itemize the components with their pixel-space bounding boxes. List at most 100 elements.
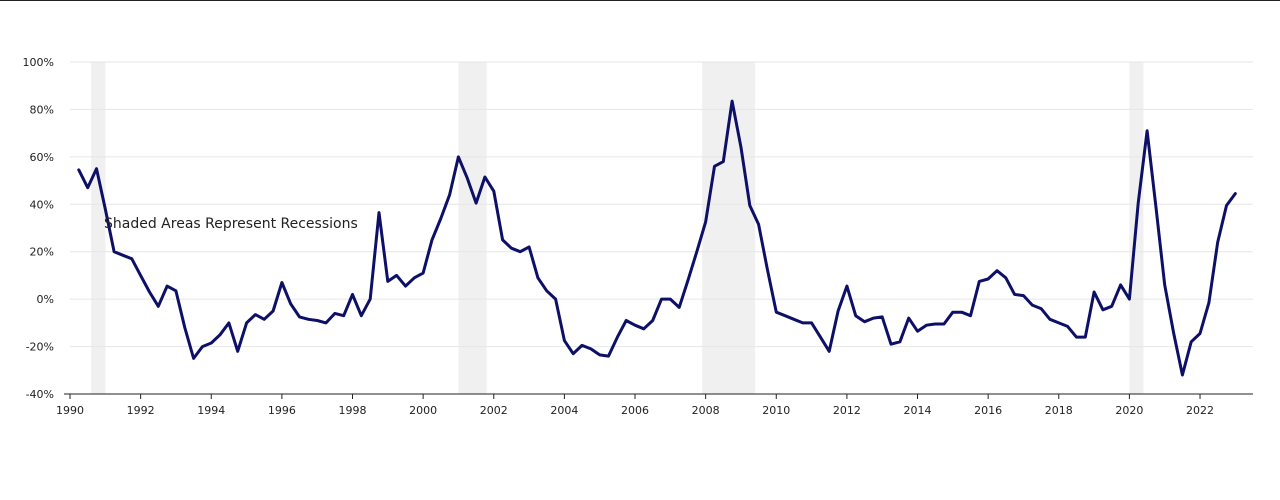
data-point [934,323,937,326]
data-point [545,289,548,292]
data-point [775,311,778,314]
x-tick-label: 2012 [833,404,861,417]
data-point [1031,304,1034,307]
data-point [333,312,336,315]
data-point [1128,298,1131,301]
y-tick-label: -20% [26,341,54,354]
y-tick-label: 0% [37,293,54,306]
data-point [1004,276,1007,279]
data-point [536,276,539,279]
data-point [739,146,742,149]
data-point [1199,332,1202,335]
data-point [748,204,751,207]
data-point [554,298,557,301]
data-point [439,217,442,220]
data-point [201,345,204,348]
data-point [1075,336,1078,339]
data-point [625,319,628,322]
gridlines [70,61,1253,348]
data-point [943,323,946,326]
data-point [501,238,504,241]
data-point [837,310,840,313]
x-tick-label: 1990 [56,404,84,417]
data-point [722,160,725,163]
x-tick-label: 1992 [127,404,155,417]
data-point [978,280,981,283]
data-point [157,305,160,308]
data-point [404,285,407,288]
data-point [422,272,425,275]
data-point [245,321,248,324]
x-tick-label: 2016 [974,404,1002,417]
data-point [413,276,416,279]
data-point [430,238,433,241]
x-tick-label: 2000 [409,404,437,417]
data-point [289,302,292,305]
x-tick-label: 1994 [197,404,225,417]
data-point [854,314,857,317]
data-point [1181,374,1184,377]
data-point [325,321,328,324]
data-point [113,250,116,253]
data-point [386,280,389,283]
annotation-layer: Shaded Areas Represent Recessions [104,216,358,232]
recession-band-2 [458,62,487,394]
data-point [819,336,822,339]
data-point [1048,318,1051,321]
data-point [510,247,513,250]
data-point [475,202,478,205]
data-point [872,317,875,320]
x-tick-label: 2006 [621,404,649,417]
data-point [1234,192,1237,195]
data-point [130,257,133,260]
y-tick-label: 40% [30,198,54,211]
data-point [828,350,831,353]
data-point [563,339,566,342]
data-point [890,343,893,346]
x-tick-label: 1996 [268,404,296,417]
data-point [784,314,787,317]
data-point [298,315,301,318]
data-point [634,324,637,327]
data-point [263,318,266,321]
x-tick-label: 2022 [1186,404,1214,417]
y-tick-label: 100% [23,56,54,69]
data-point [316,319,319,322]
x-tick-label: 2008 [692,404,720,417]
data-point [907,317,910,320]
x-tick-label: 2018 [1045,404,1073,417]
series-layer [77,99,1237,377]
data-point [704,221,707,224]
data-point [572,352,575,355]
data-point [466,177,469,180]
data-point [1013,293,1016,296]
data-point [77,168,80,171]
data-point [951,311,954,314]
top-border [0,0,1280,1]
data-point [360,314,363,317]
data-point [916,330,919,333]
data-point [369,298,372,301]
data-point [1101,308,1104,311]
data-point [174,289,177,292]
data-point [757,223,760,226]
data-point [881,315,884,318]
data-point [589,347,592,350]
data-point [995,269,998,272]
data-point [1119,283,1122,286]
data-point [1084,336,1087,339]
data-point [925,324,928,327]
data-point [121,254,124,257]
data-point [1137,202,1140,205]
y-tick-label: 20% [30,246,54,259]
data-point [272,310,275,313]
recession-note: Shaded Areas Represent Recessions [104,216,358,232]
data-point [607,355,610,358]
x-axis: 1990 1992 1994 1996 1998 2000 2002 2004 2006 2008… [56,393,1253,417]
data-point [219,333,222,336]
data-point [227,321,230,324]
data-point [1146,129,1149,132]
data-point [139,274,142,277]
data-point [598,353,601,356]
